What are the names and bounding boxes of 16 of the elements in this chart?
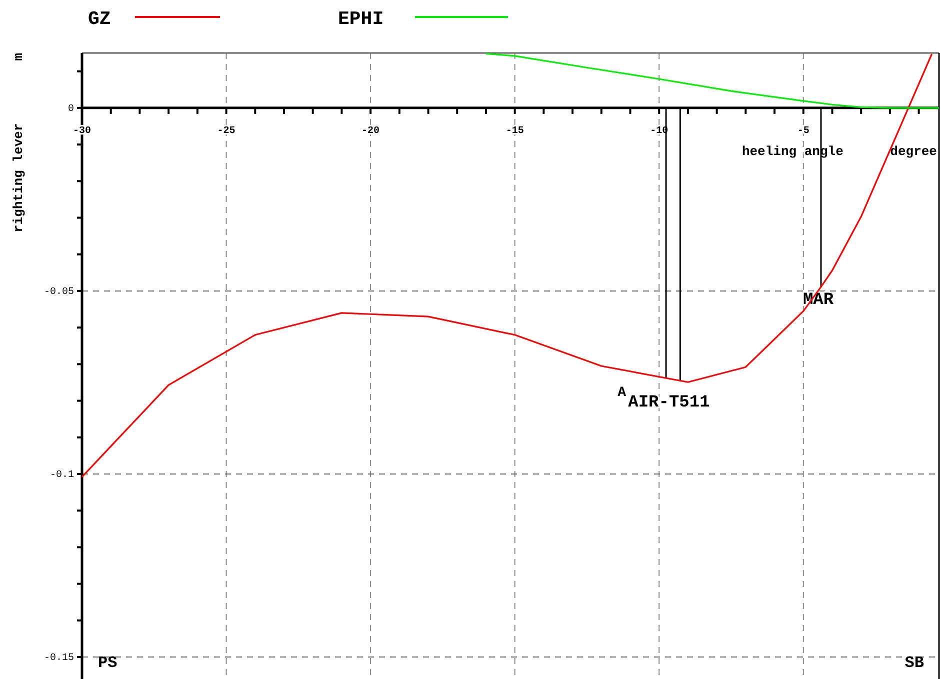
- ref-line-label: A: [618, 385, 627, 402]
- x-tick-label: -5: [797, 126, 810, 137]
- y-tick-label: -0.15: [44, 653, 74, 664]
- annotation: PS: [98, 654, 118, 672]
- legend-label: EPHI: [338, 8, 384, 30]
- line-series: [485, 52, 940, 109]
- annotation: SB: [904, 654, 924, 672]
- legend-label: GZ: [88, 8, 111, 30]
- x-tick-label: -25: [217, 126, 236, 137]
- x-tick-label: -15: [506, 126, 524, 137]
- y-axis-title: righting lever m: [11, 52, 26, 232]
- x-tick-label: -20: [362, 126, 380, 137]
- y-tick-label: 0: [68, 104, 74, 115]
- y-tick-label: -0.05: [44, 286, 74, 298]
- ref-line-label: AIR-T511: [628, 394, 710, 413]
- y-tick-label: -0.1: [50, 470, 74, 481]
